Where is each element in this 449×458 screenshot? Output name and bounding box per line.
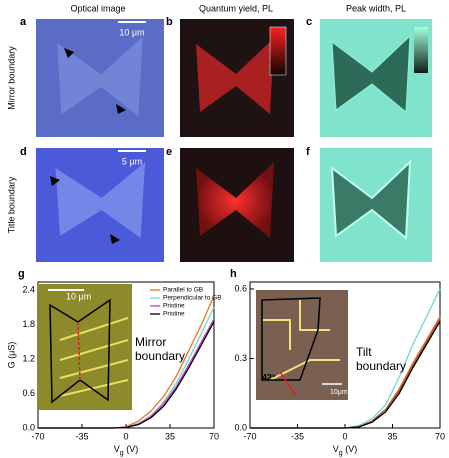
image-a (36, 19, 164, 137)
legend-label: Pristine (163, 303, 185, 310)
series-line (38, 321, 215, 429)
inset-angle: 42° (262, 372, 276, 382)
x-tick-label: 35 (165, 431, 175, 441)
chart: -70 -35 0 35 70 0.0 0.6 1.2 1.8 2.4 g G (μS) Vg (V) P… (6, 268, 221, 457)
panel-letter: f (306, 146, 310, 158)
scale-bar-label: 10 μm (119, 27, 144, 37)
column-title: Optical image (70, 3, 125, 13)
y-tick-label: 0.0 (22, 422, 35, 432)
x-axis-label-part: (V) (124, 444, 139, 454)
inset-h (256, 290, 348, 400)
column-title: Peak width, PL (346, 3, 406, 13)
x-axis-label: Vg (V) (114, 444, 138, 457)
x-axis-label-part: (V) (343, 444, 358, 454)
scale-bar-label: 5 μm (122, 156, 142, 166)
x-tick-label: -70 (31, 431, 44, 441)
x-axis-label-part: g (120, 450, 124, 457)
image-c (320, 19, 432, 137)
image-b (180, 19, 294, 137)
chart-letter: h (230, 268, 237, 280)
legend-label: Perpendicular to GB (163, 295, 222, 302)
image-e (180, 148, 294, 262)
image-d (36, 148, 164, 262)
y-tick-label: 2.4 (22, 284, 35, 294)
panel-letter: d (20, 146, 27, 158)
legend-label: Pristine (163, 311, 185, 318)
x-tick-label: -35 (291, 431, 304, 441)
inset-g (38, 284, 132, 410)
inset-scale: 10μm (330, 389, 348, 396)
image-f (320, 148, 432, 262)
annotation: Mirror (135, 335, 166, 349)
x-axis-label-part: V (114, 444, 120, 454)
x-tick-label: 70 (435, 431, 445, 441)
chart-letter: g (18, 268, 25, 280)
y-tick-label: 0.3 (234, 353, 247, 363)
row-label: Mirror boundary (6, 46, 16, 110)
annotation: Tilt (356, 345, 372, 359)
panel-letter: c (306, 16, 312, 28)
row-label: Title boundary (6, 176, 16, 233)
y-tick-label: 1.8 (22, 319, 35, 329)
chart: -70 -35 0 35 70 0.0 0.3 0.6 h Vg (V) (230, 268, 445, 457)
y-tick-label: 0.6 (234, 283, 247, 293)
column-title: Quantum yield, PL (199, 3, 273, 13)
x-axis-label: Vg (V) (333, 444, 357, 457)
y-tick-label: 0.0 (234, 422, 247, 432)
annotation: boundary (135, 349, 185, 363)
x-tick-label: 0 (342, 431, 347, 441)
y-tick-label: 1.2 (22, 353, 35, 363)
x-tick-label: 70 (209, 431, 219, 441)
x-tick-label: 0 (123, 431, 128, 441)
annotation: boundary (356, 359, 406, 373)
x-tick-label: -70 (243, 431, 256, 441)
panel-letter: a (20, 16, 27, 28)
x-axis-label-part: V (333, 444, 339, 454)
x-tick-label: -35 (75, 431, 88, 441)
panel-letter: e (166, 146, 172, 158)
y-tick-label: 0.6 (22, 388, 35, 398)
y-axis-label: G (μS) (6, 342, 16, 369)
legend-label: Parallel to GB (163, 287, 203, 294)
x-axis-label-part: g (339, 450, 343, 457)
x-tick-label: 35 (387, 431, 397, 441)
series-line (250, 321, 441, 429)
panel-letter: b (166, 16, 173, 28)
inset-scale: 10 μm (66, 291, 91, 301)
